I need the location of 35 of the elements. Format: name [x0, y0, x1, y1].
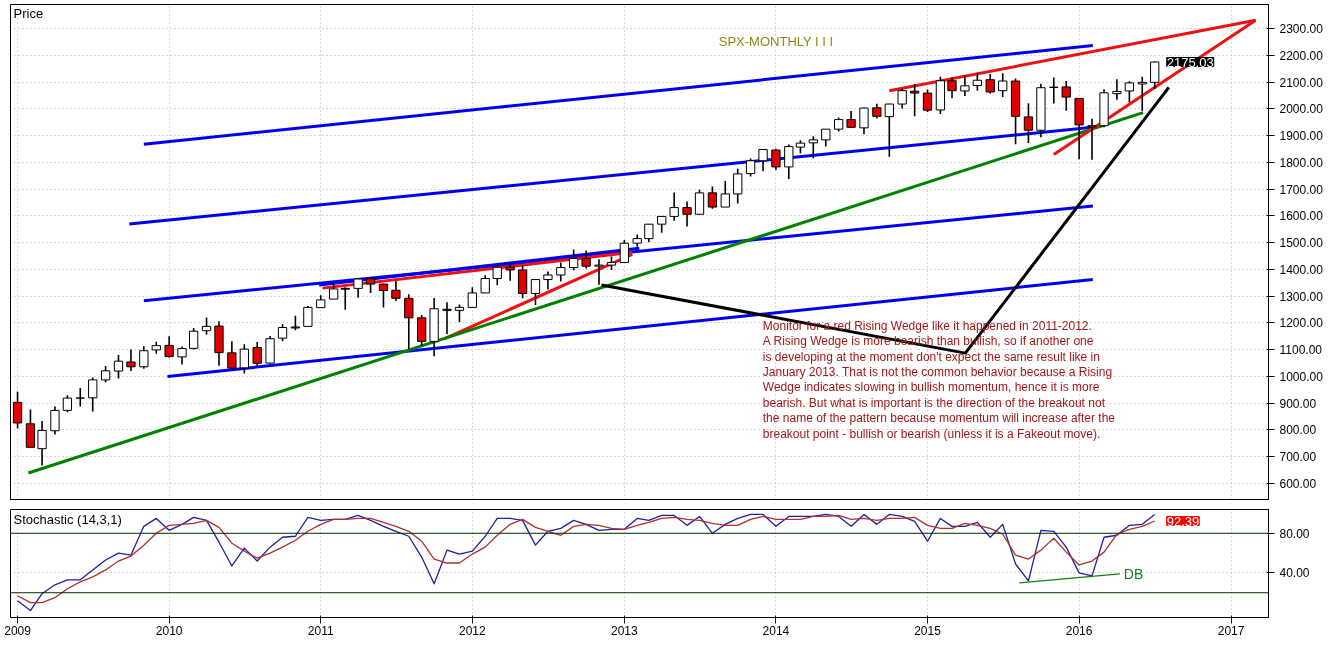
- y-tick-label: 1300.00: [1279, 289, 1324, 304]
- annotation: 2175.03: [1166, 54, 1214, 70]
- y-tick-label: 800.00: [1279, 423, 1317, 438]
- chart-title: Stochastic (14,3,1): [13, 511, 122, 527]
- x-tick-label: 2013: [610, 623, 639, 638]
- y-tick-label: 2100.00: [1279, 75, 1324, 90]
- y-tick-label: 2000.00: [1279, 102, 1324, 117]
- y-tick-label: 1200.00: [1279, 316, 1324, 331]
- y-tick-label: 1500.00: [1279, 236, 1324, 251]
- y-tick-label: 2200.00: [1279, 48, 1324, 63]
- y-tick-label: 1900.00: [1279, 129, 1324, 144]
- text: SPX-MONTHLY I I I: [718, 33, 834, 49]
- x-tick-label: 2016: [1065, 623, 1093, 638]
- y-tick-label: 1100.00: [1279, 343, 1323, 358]
- y-tick-label: 1700.00: [1279, 182, 1324, 197]
- y-tick-label: 700.00: [1279, 450, 1317, 465]
- y-tick-label: 80.00: [1279, 526, 1310, 541]
- y-tick-label: 1800.00: [1279, 155, 1324, 170]
- x-tick-label: 2015: [914, 623, 942, 638]
- y-tick-label: 900.00: [1279, 396, 1317, 411]
- y-tick-label: 1600.00: [1279, 209, 1324, 224]
- x-tick-label: 2012: [458, 623, 487, 638]
- y-tick-label: 40.00: [1279, 566, 1310, 581]
- y-tick-label: 1000.00: [1279, 369, 1324, 384]
- x-tick-label: 2010: [155, 623, 183, 638]
- annotation: 92.39: [1166, 513, 1200, 529]
- x-tick-label: 2011: [307, 623, 334, 638]
- annotation: DB: [1123, 565, 1144, 582]
- y-axis-title: Price: [13, 5, 44, 21]
- x-tick-label: 2009: [4, 623, 32, 638]
- y-tick-label: 600.00: [1279, 476, 1317, 491]
- x-tick-label: 2017: [1217, 623, 1245, 638]
- y-tick-label: 2300.00: [1279, 22, 1324, 37]
- x-tick-label: 2014: [762, 623, 790, 638]
- y-tick-label: 1400.00: [1279, 262, 1324, 277]
